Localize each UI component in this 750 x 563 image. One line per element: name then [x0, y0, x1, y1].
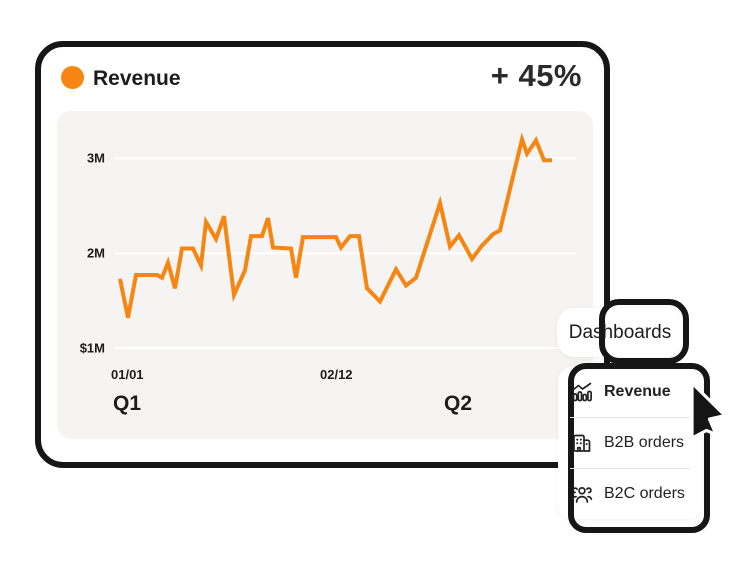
y-tick-3m: 3M — [86, 150, 105, 166]
mouse-cursor-icon — [690, 381, 732, 450]
revenue-card: Revenue + 45% 3M 2M $1M 01/01 02/12 Q1 Q… — [35, 41, 610, 468]
dashboards-trigger-label: Dashboards — [568, 321, 672, 343]
revenue-line-chart: 3M 2M $1M 01/01 02/12 Q1 Q2 — [57, 111, 593, 439]
dashboards-dropdown-menu: Revenue B2B orders — [558, 363, 710, 533]
revenue-legend-dot-icon — [61, 66, 84, 89]
dashboards-dropdown-trigger[interactable]: Dashboards — [557, 299, 689, 364]
chart-canvas — [115, 132, 576, 349]
y-tick-1m: $1M — [79, 340, 105, 356]
menu-item-revenue[interactable]: Revenue — [558, 367, 702, 417]
building-icon — [571, 432, 593, 454]
menu-separator — [570, 468, 690, 469]
menu-item-label: Revenue — [604, 383, 671, 400]
menu-item-label: B2C orders — [604, 485, 685, 502]
quarter-label-q2: Q2 — [444, 392, 473, 415]
menu-item-b2c-orders[interactable]: B2C orders — [558, 469, 702, 519]
revenue-series-line — [118, 132, 552, 319]
menu-item-b2b-orders[interactable]: B2B orders — [558, 418, 702, 468]
menu-item-label: B2B orders — [604, 434, 685, 451]
y-tick-2m: 2M — [86, 245, 105, 261]
menu-separator — [570, 417, 690, 418]
quarter-label-q1: Q1 — [113, 392, 142, 415]
delta-badge: + 45% — [490, 58, 582, 93]
people-group-icon — [571, 483, 593, 505]
bar-line-chart-icon — [571, 381, 593, 403]
x-tick-0101: 01/01 — [111, 367, 144, 382]
x-tick-0212: 02/12 — [320, 367, 353, 382]
card-title: Revenue — [93, 67, 181, 90]
